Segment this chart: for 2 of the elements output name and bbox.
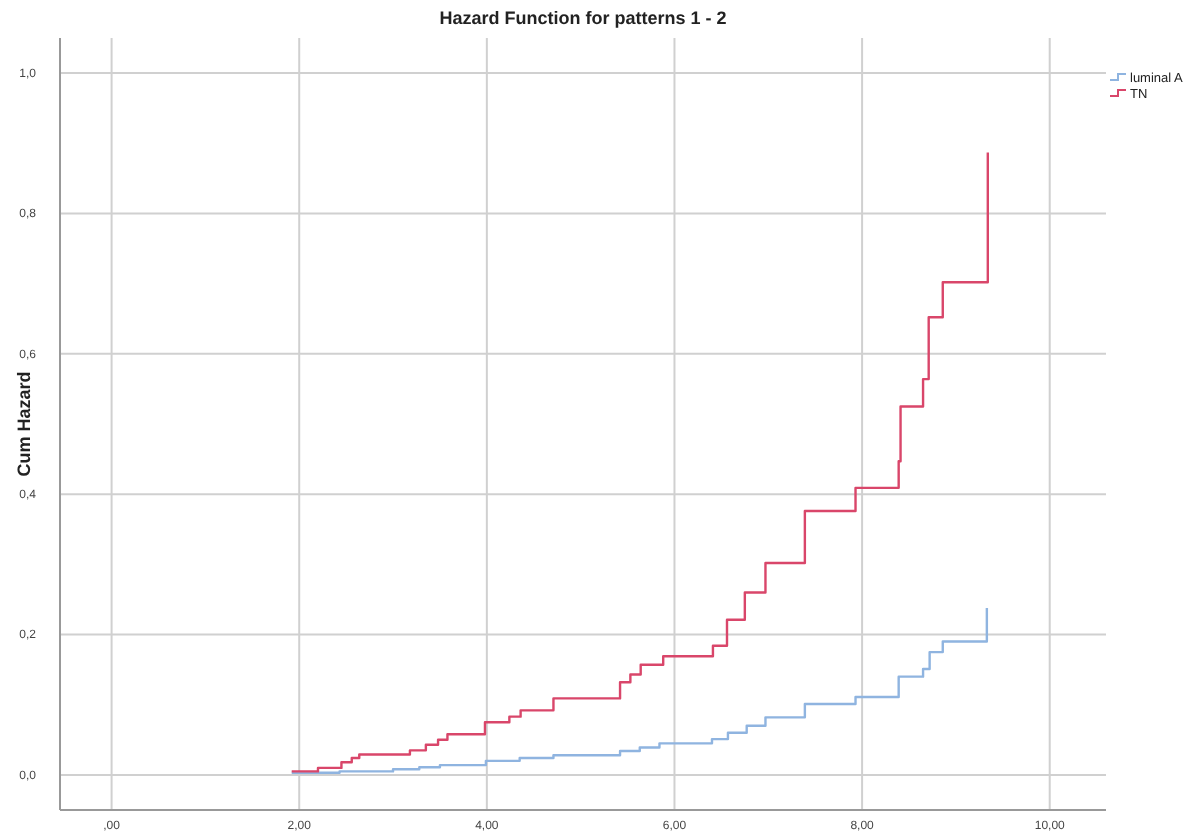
y-axis-title: Cum Hazard	[14, 371, 34, 477]
chart-title: Hazard Function for patterns 1 - 2	[439, 8, 727, 28]
